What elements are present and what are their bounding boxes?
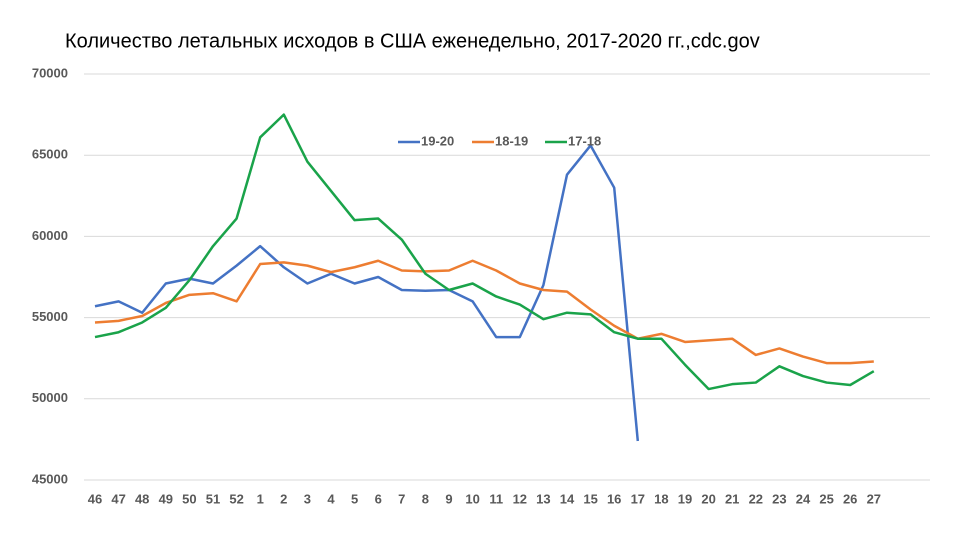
x-tick-label: 1 [257,491,264,506]
series-line [94,144,640,442]
x-tick-label: 15 [583,491,597,506]
x-tick-label: 20 [701,491,715,506]
y-tick-label: 65000 [32,147,68,162]
legend-label: 18-19 [495,133,528,148]
x-tick-label: 6 [375,491,382,506]
x-tick-label: 19 [678,491,692,506]
y-tick-label: 50000 [32,390,68,405]
x-tick-label: 5 [351,491,358,506]
x-tick-label: 4 [327,491,335,506]
x-tick-label: 46 [88,491,102,506]
y-tick-label: 60000 [32,228,68,243]
x-tick-label: 11 [489,491,503,506]
chart-title: Количество летальных исходов в США ежене… [65,30,760,52]
x-tick-label: 50 [182,491,196,506]
x-tick-label: 13 [536,491,550,506]
x-tick-label: 21 [725,491,739,506]
x-tick-label: 24 [796,491,811,506]
x-tick-label: 27 [867,491,881,506]
y-tick-label: 70000 [32,65,68,80]
x-tick-label: 10 [465,491,479,506]
x-tick-label: 48 [135,491,149,506]
legend-label: 17-18 [568,133,601,148]
x-tick-label: 49 [159,491,173,506]
x-tick-label: 7 [398,491,405,506]
x-tick-label: 2 [280,491,287,506]
x-tick-label: 26 [843,491,857,506]
x-tick-label: 16 [607,491,621,506]
x-tick-label: 52 [229,491,243,506]
x-tick-label: 51 [206,491,220,506]
x-tick-label: 25 [819,491,833,506]
x-tick-label: 3 [304,491,311,506]
x-tick-label: 12 [513,491,527,506]
x-tick-label: 9 [445,491,452,506]
y-tick-label: 45000 [32,471,68,486]
x-tick-label: 47 [111,491,125,506]
series-line [94,113,875,391]
x-tick-label: 14 [560,491,575,506]
series-line [94,259,874,365]
x-tick-label: 18 [654,491,668,506]
x-tick-label: 23 [772,491,786,506]
legend-label: 19-20 [421,133,454,148]
x-tick-label: 8 [422,491,429,506]
x-tick-label: 22 [749,491,763,506]
y-tick-label: 55000 [32,309,68,324]
x-tick-label: 17 [631,491,645,506]
